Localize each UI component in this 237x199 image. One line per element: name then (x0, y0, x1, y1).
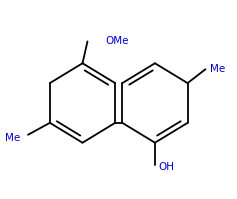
Text: Me: Me (210, 64, 226, 74)
Text: Me: Me (5, 133, 20, 143)
Text: OH: OH (158, 163, 174, 173)
Text: OMe: OMe (105, 36, 129, 46)
